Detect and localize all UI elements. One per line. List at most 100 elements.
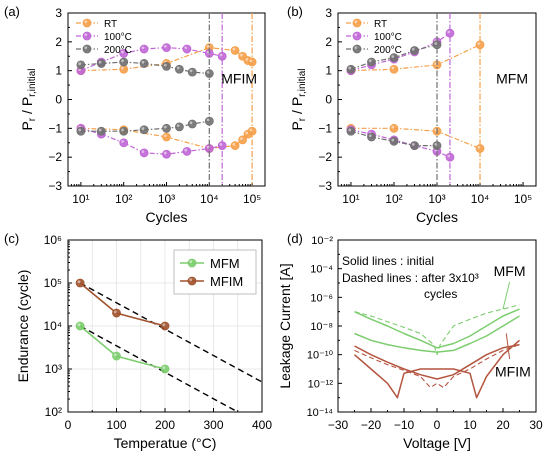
point-highlight	[245, 57, 249, 61]
y-tick-label: 1	[55, 64, 62, 78]
data-point	[475, 144, 485, 153]
point-highlight	[189, 121, 193, 125]
y-tick-label: 10⁻¹⁴	[307, 407, 334, 419]
data-point	[352, 44, 362, 54]
y-tick-label: −2	[48, 150, 62, 164]
point-highlight	[121, 50, 124, 54]
point-highlight	[84, 46, 88, 50]
data-point	[389, 64, 399, 74]
x-tick-label: 200	[155, 418, 175, 432]
panel-a: (a) 10¹ 10² 10³ 10⁴ 10⁵ −3 −2 −1 0 1 2 3 Cycles Pr / P…	[4, 4, 266, 225]
data-point	[162, 149, 171, 159]
data-point	[119, 57, 129, 67]
x-tick-label: −10	[394, 418, 415, 432]
data-point	[187, 119, 197, 129]
point-highlight	[98, 60, 102, 64]
point-highlight	[232, 47, 236, 51]
point-highlight	[354, 33, 358, 37]
mfim-pointer	[505, 333, 511, 360]
iv-curve	[354, 304, 520, 356]
point-highlight	[121, 140, 124, 143]
y-tick-label: 10⁻¹⁰	[307, 350, 334, 362]
point-highlight	[219, 53, 223, 57]
data-point	[247, 126, 257, 136]
point-highlight	[163, 45, 167, 48]
data-point	[119, 138, 129, 148]
data-point	[112, 351, 121, 361]
point-highlight	[240, 137, 243, 141]
device-annotation: MFIM	[221, 71, 257, 87]
mfim-label: MFIM	[495, 363, 531, 379]
point-highlight	[249, 59, 253, 63]
series-line	[350, 44, 481, 72]
point-highlight	[176, 124, 180, 128]
point-highlight	[206, 70, 210, 74]
data-point	[76, 60, 86, 70]
x-tick-label: 10²	[385, 192, 402, 206]
point-highlight	[121, 66, 124, 70]
point-highlight	[162, 366, 166, 370]
legend-note-cycles: cycles	[424, 287, 457, 301]
data-point	[96, 59, 106, 68]
point-highlight	[206, 118, 210, 122]
legend-label: 200°C	[104, 45, 132, 56]
y-tick-label: 10⁻⁸	[310, 321, 333, 333]
point-highlight	[121, 128, 124, 132]
point-highlight	[184, 46, 188, 50]
data-point	[96, 126, 106, 136]
point-highlight	[391, 66, 395, 70]
x-tick-label: 10²	[115, 192, 132, 206]
y-tick-label: 10³	[45, 362, 62, 376]
data-point	[352, 31, 362, 41]
y-tick-label: 3	[55, 6, 62, 20]
x-tick-label: −20	[361, 418, 382, 432]
point-highlight	[447, 154, 451, 158]
y-tick-label: 10²	[45, 405, 62, 419]
point-highlight	[121, 59, 124, 63]
data-point	[432, 40, 442, 50]
y-tick-label: 10⁵	[44, 276, 62, 290]
point-highlight	[78, 62, 82, 66]
data-point	[119, 64, 129, 74]
legend-label: RT	[374, 19, 387, 30]
data-point	[139, 59, 149, 68]
data-point	[230, 141, 240, 151]
data-point	[247, 57, 257, 67]
point-highlight	[189, 278, 193, 282]
x-tick-label: 10⁴	[471, 192, 490, 206]
y-tick-label: −3	[318, 179, 332, 193]
y-axis-label: Pr / Pr,initial	[19, 68, 38, 130]
point-highlight	[162, 323, 166, 327]
point-highlight	[77, 280, 81, 284]
mfm-pointer	[502, 281, 511, 310]
panel-label: (b)	[287, 4, 303, 19]
data-point	[346, 64, 356, 74]
legend-label: MFM	[210, 256, 240, 271]
data-point	[410, 141, 419, 151]
series-line	[351, 127, 481, 150]
point-highlight	[232, 143, 236, 146]
legend-box	[173, 249, 257, 295]
data-point	[217, 141, 227, 151]
x-axis-label: Voltage [V]	[403, 435, 471, 451]
data-point	[76, 126, 86, 136]
panel-d: (d) −30 −20 −10 0 10 20 30 10⁻¹⁴ 10⁻¹² 10⁻¹⁰ 10⁻⁸ 10…	[277, 231, 543, 451]
x-tick-label: 10⁴	[200, 192, 219, 206]
point-highlight	[434, 143, 438, 146]
x-tick-label: 100	[106, 418, 126, 432]
point-highlight	[411, 47, 415, 51]
panel-label: (d)	[287, 231, 303, 246]
x-tick-label: 10¹	[72, 192, 89, 206]
point-highlight	[434, 42, 438, 45]
data-point	[217, 51, 227, 61]
x-axis-label: Temperatue (°C)	[114, 435, 217, 451]
x-tick-label: 0	[65, 418, 72, 432]
point-highlight	[163, 134, 167, 138]
y-axis-label: Pr / Pr,initial	[289, 68, 308, 130]
y-tick-label: 0	[325, 93, 332, 107]
data-point	[139, 125, 149, 135]
data-point	[187, 258, 197, 268]
point-highlight	[368, 59, 372, 63]
point-highlight	[176, 66, 180, 70]
